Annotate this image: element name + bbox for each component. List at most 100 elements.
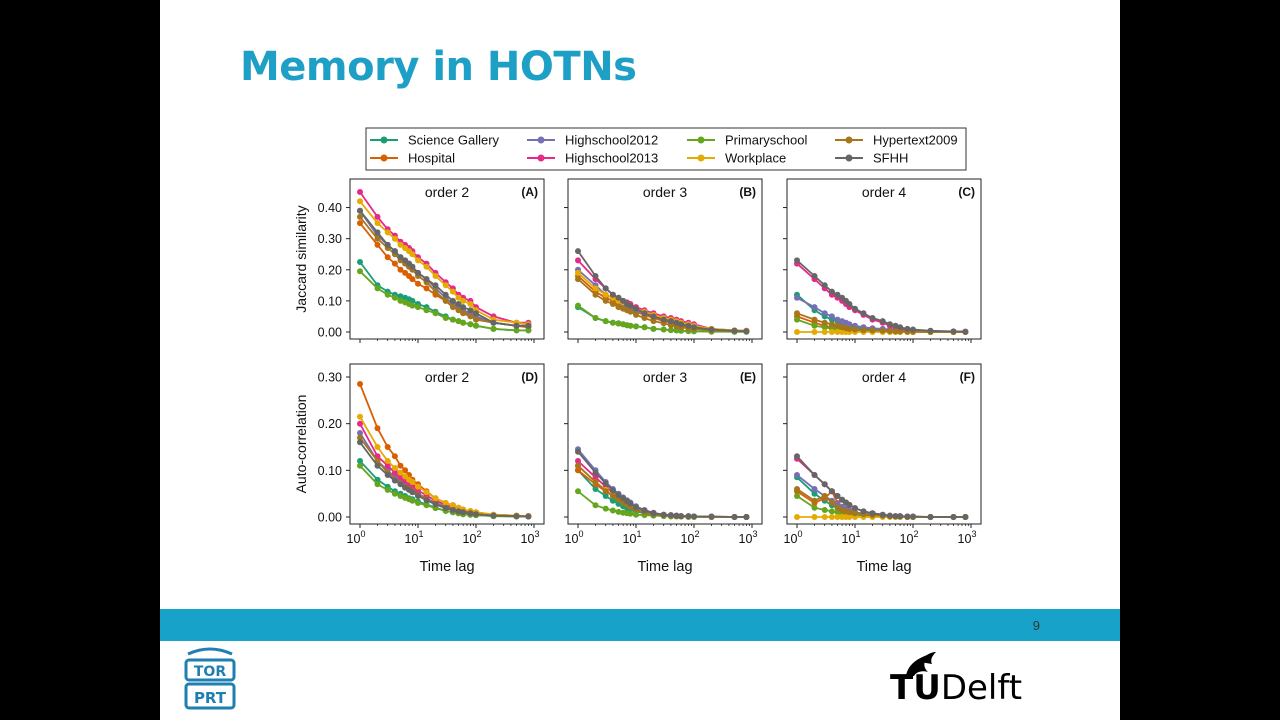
data-point xyxy=(442,297,449,304)
data-point xyxy=(592,291,599,298)
y-axis-label: Jaccard similarity xyxy=(293,205,309,312)
data-point xyxy=(423,285,430,292)
data-point xyxy=(575,302,581,309)
data-point xyxy=(828,288,835,295)
data-point xyxy=(432,310,439,317)
slide-title: Memory in HOTNs xyxy=(240,44,637,90)
data-point xyxy=(650,325,657,332)
data-point xyxy=(402,473,409,480)
data-point xyxy=(834,493,841,499)
data-point xyxy=(641,310,648,317)
data-point xyxy=(678,513,685,520)
legend: Science Gallery Hospital Highschool2012 Hig… xyxy=(365,127,967,171)
data-point xyxy=(397,469,404,476)
svg-text:TOR: TOR xyxy=(194,664,226,680)
data-point xyxy=(811,304,818,311)
data-point xyxy=(633,323,639,330)
data-point xyxy=(650,510,657,517)
data-point xyxy=(731,514,738,520)
data-point xyxy=(432,282,439,289)
data-point xyxy=(667,327,674,334)
x-axis-label: Time lag xyxy=(419,559,474,575)
data-point xyxy=(460,297,467,304)
data-point xyxy=(391,453,398,460)
data-point xyxy=(357,207,363,214)
data-point xyxy=(633,504,639,511)
data-point xyxy=(852,505,858,512)
data-point xyxy=(455,307,462,314)
panel-letter: (A) xyxy=(521,185,538,199)
data-point xyxy=(409,276,416,283)
data-point xyxy=(374,235,381,242)
data-point xyxy=(602,480,609,487)
data-point xyxy=(397,254,404,261)
data-point xyxy=(592,315,599,321)
tudelft-logo-tu: TU xyxy=(890,668,941,708)
data-point xyxy=(423,489,430,496)
data-point xyxy=(834,291,841,298)
data-point xyxy=(384,291,391,298)
data-point xyxy=(357,458,363,464)
data-point xyxy=(691,324,697,331)
data-point xyxy=(860,327,867,334)
data-point xyxy=(513,327,520,334)
x-tick-exponent: 1 xyxy=(855,529,860,539)
data-point xyxy=(384,241,391,248)
data-point xyxy=(828,488,835,495)
x-tick-exponent: 1 xyxy=(636,529,641,539)
data-point xyxy=(821,324,828,331)
data-point xyxy=(490,325,497,332)
panel-letter: (C) xyxy=(958,185,975,199)
data-point xyxy=(879,327,886,334)
data-point xyxy=(415,493,421,499)
legend-label: Primaryschool xyxy=(725,133,807,148)
data-point xyxy=(852,305,858,312)
data-point xyxy=(879,511,886,518)
data-point xyxy=(950,328,957,335)
data-point xyxy=(374,476,381,483)
data-point xyxy=(374,229,381,236)
data-point xyxy=(641,315,648,321)
data-point xyxy=(357,381,363,387)
panel-order-label: order 2 xyxy=(425,184,470,200)
data-point xyxy=(794,453,800,460)
data-point xyxy=(490,512,497,519)
data-point xyxy=(667,512,674,519)
data-point xyxy=(357,434,363,441)
data-point xyxy=(513,513,520,520)
data-point xyxy=(374,481,381,488)
x-tick-label: 101 xyxy=(842,529,861,546)
legend-label: SFHH xyxy=(873,151,908,166)
data-point xyxy=(660,511,667,518)
data-point xyxy=(743,514,750,520)
data-point xyxy=(374,220,381,227)
x-tick-exponent: 0 xyxy=(578,529,583,539)
data-point xyxy=(615,496,622,503)
data-point xyxy=(869,510,876,517)
data-point xyxy=(415,280,421,287)
data-point xyxy=(821,319,828,326)
data-point xyxy=(415,269,421,276)
data-point xyxy=(633,305,639,312)
data-point xyxy=(357,430,363,436)
data-point xyxy=(449,297,456,304)
data-point xyxy=(852,326,858,333)
data-point xyxy=(811,497,818,504)
data-point xyxy=(609,507,616,514)
data-point xyxy=(357,189,363,195)
data-point xyxy=(602,285,609,292)
data-point xyxy=(374,241,381,248)
data-point xyxy=(828,321,835,328)
data-point xyxy=(455,508,462,515)
x-tick-exponent: 2 xyxy=(913,529,918,539)
data-point xyxy=(627,302,634,309)
data-point xyxy=(927,327,934,334)
data-point xyxy=(374,285,381,292)
x-tick-label: 102 xyxy=(900,529,919,546)
data-point xyxy=(357,420,363,427)
data-point xyxy=(467,313,474,320)
data-point xyxy=(525,322,532,329)
data-point xyxy=(821,507,828,513)
data-point xyxy=(627,308,634,315)
